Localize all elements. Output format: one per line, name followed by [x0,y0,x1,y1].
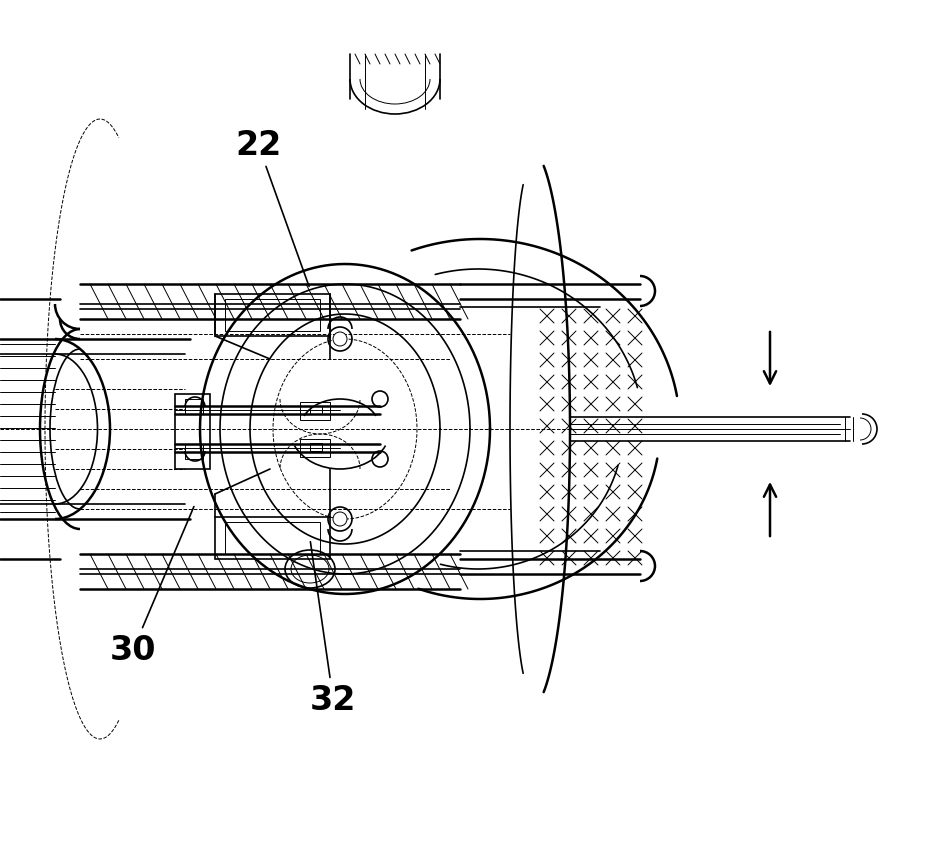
Text: 30: 30 [110,507,194,666]
Text: 22: 22 [235,129,309,287]
Bar [185,399,203,415]
Bar [215,294,330,337]
Bar [310,407,322,415]
Bar [300,439,330,457]
Circle shape [333,513,347,526]
Bar [215,518,330,560]
Bar [225,522,320,554]
Text: 32: 32 [310,543,357,717]
Bar [185,444,203,460]
Circle shape [333,333,347,346]
Bar [310,444,322,451]
Bar [225,299,320,332]
Bar [300,403,330,421]
Bar [175,395,210,469]
